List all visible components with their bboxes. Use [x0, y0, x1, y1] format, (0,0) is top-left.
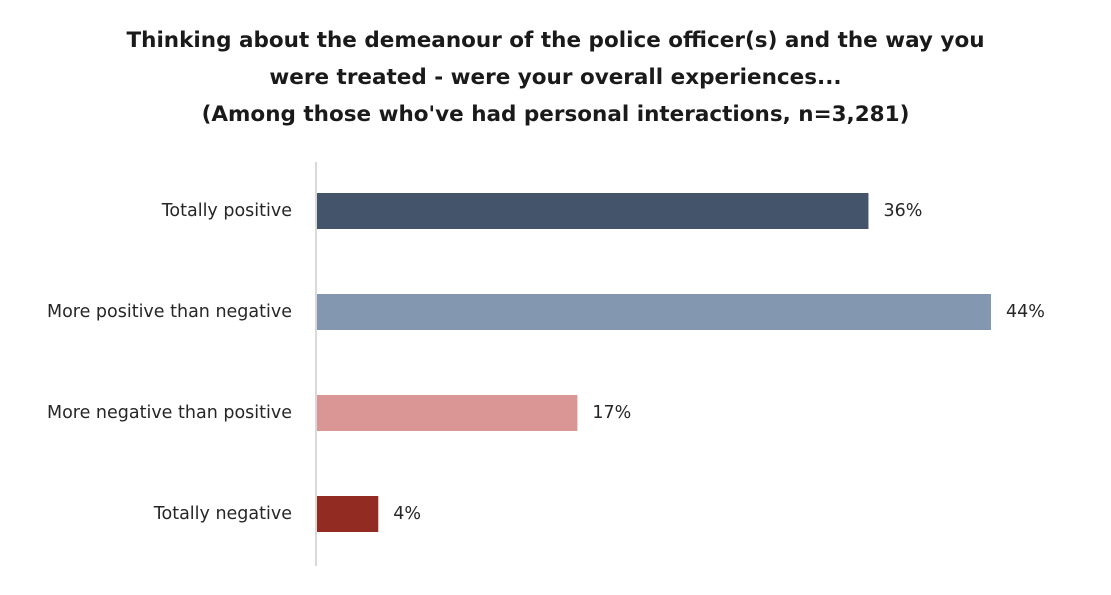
data-label: 4%	[393, 504, 421, 524]
category-label: More positive than negative	[47, 302, 292, 322]
bar	[317, 395, 578, 431]
bar	[317, 496, 379, 532]
bar	[317, 294, 991, 330]
category-label: Totally negative	[153, 504, 292, 524]
chart-title: Thinking about the demeanour of the poli…	[0, 22, 1111, 133]
data-label: 17%	[592, 403, 631, 423]
chart-title-line-2: were treated - were your overall experie…	[269, 65, 842, 90]
category-label: More negative than positive	[47, 403, 292, 423]
chart-title-line-3: (Among those who've had personal interac…	[201, 102, 910, 127]
category-label: Totally positive	[161, 201, 292, 221]
bar	[317, 193, 869, 229]
chart-title-line-1: Thinking about the demeanour of the poli…	[126, 28, 985, 53]
plot-area: Totally positive 36% More positive than ne…	[47, 162, 1045, 566]
data-label: 44%	[1006, 302, 1045, 322]
data-label: 36%	[883, 201, 922, 221]
